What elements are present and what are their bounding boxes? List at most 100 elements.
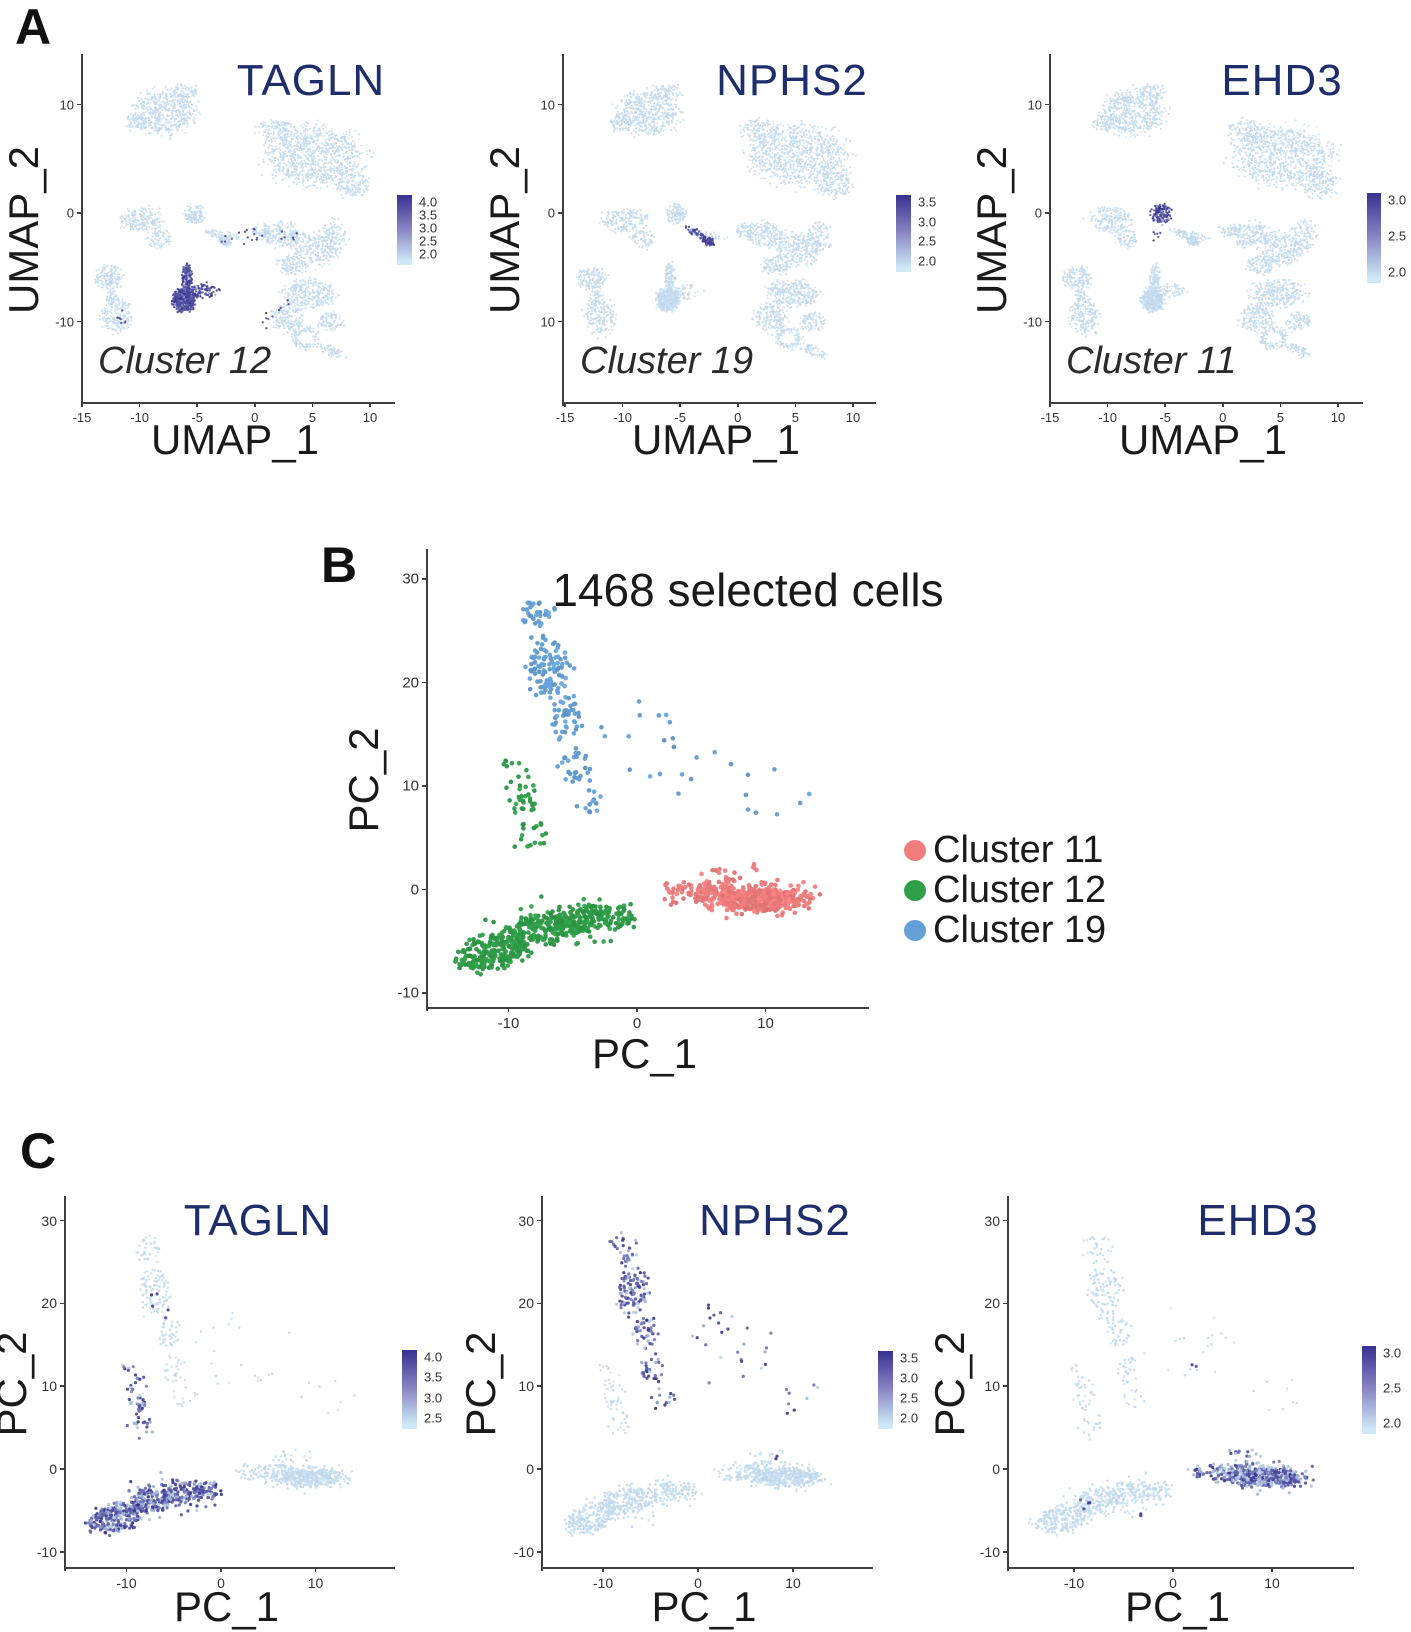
scatter-canvas (1050, 58, 1356, 402)
y-axis-label: PC_2 (926, 1330, 973, 1437)
pca-feature-plot-tagln: TAGLN PC_1 PC_2 -10 0 10 30 20 10 0 -10 4.0 3.5 3.… (0, 1196, 442, 1630)
x-tick-label: 0 (1169, 1575, 1177, 1591)
scatter-canvas (82, 58, 388, 402)
x-tick-mark (697, 1567, 699, 1572)
x-tick-mark (196, 402, 198, 407)
x-tick-mark (1049, 402, 1051, 407)
colorbar-tick-label: 4.0 (424, 1349, 443, 1365)
x-tick-label: 10 (1264, 1575, 1280, 1591)
y-axis-label: UMAP_2 (0, 145, 47, 315)
x-tick-label: -15 (72, 410, 92, 425)
x-tick-mark (1271, 1567, 1273, 1572)
y-tick-label: 10 (518, 1378, 534, 1395)
x-tick-label: 0 (251, 410, 259, 425)
x-tick-mark (1222, 402, 1224, 407)
y-tick-label: 30 (518, 1212, 534, 1229)
x-tick-mark (564, 402, 566, 407)
y-tick-label: 10 (41, 1378, 57, 1395)
colorbar-tick-label: 3.5 (918, 194, 937, 210)
y-axis-label: UMAP_2 (968, 145, 1015, 315)
colorbar-gradient (1367, 193, 1381, 283)
y-tick-label: 30 (984, 1212, 1000, 1229)
y-axis-spine (1007, 1196, 1009, 1571)
y-tick-mark (558, 212, 563, 214)
y-axis-spine (562, 54, 564, 406)
y-tick-mark (537, 1468, 542, 1470)
y-tick-label: 0 (992, 1461, 1000, 1477)
x-axis-label: PC_1 (591, 1030, 698, 1077)
colorbar-gradient (402, 1350, 417, 1429)
x-tick-mark (1337, 402, 1339, 407)
x-axis-label: PC_1 (173, 1583, 280, 1630)
y-axis-spine (1049, 54, 1051, 406)
legend-item-cluster-19: Cluster 19 (904, 909, 1106, 951)
x-tick-mark (794, 402, 797, 407)
x-tick-label: 5 (308, 410, 317, 425)
colorbar-tick-label: 2.0 (1388, 264, 1407, 280)
y-tick-label: 10 (1027, 97, 1042, 112)
colorbar-gradient (1362, 1346, 1376, 1434)
y-axis-spine (426, 549, 428, 1011)
x-tick-mark (764, 1007, 767, 1012)
x-tick-label: -10 (613, 410, 632, 425)
legend-label: Cluster 11 (933, 828, 1104, 871)
x-tick-label: 10 (1330, 410, 1346, 425)
x-axis-label: PC_1 (1124, 1583, 1231, 1630)
x-tick-label: 0 (217, 1575, 225, 1591)
x-tick-mark (1164, 402, 1166, 407)
y-tick-label: 20 (41, 1295, 57, 1312)
y-tick-mark (537, 1302, 542, 1305)
expression-colorbar: 4.0 3.5 3.0 2.5 2.0 (397, 195, 437, 265)
colorbar-gradient (896, 195, 911, 272)
y-tick-label: 10 (402, 777, 419, 795)
y-tick-mark (1045, 103, 1050, 106)
scatter-canvas (65, 1200, 388, 1567)
x-tick-mark (1172, 1567, 1174, 1572)
gene-title: EHD3 (1221, 56, 1343, 105)
x-tick-label: -10 (497, 1015, 520, 1032)
colorbar-tick-label: 4.0 (419, 194, 438, 210)
x-tick-mark (81, 402, 83, 407)
y-axis-label: UMAP_2 (481, 145, 528, 315)
panel-letter-a: A (15, 0, 52, 55)
x-tick-mark (311, 402, 314, 407)
colorbar-tick-label: 2.0 (419, 246, 438, 262)
colorbar-tick-label: 2.0 (1383, 1415, 1402, 1431)
y-axis-spine (64, 1196, 66, 1571)
y-tick-mark (1003, 1219, 1008, 1222)
cluster-legend: Cluster 11 Cluster 12 Cluster 19 (904, 828, 1106, 951)
x-tick-mark (507, 1007, 510, 1012)
y-tick-label: 20 (402, 674, 419, 691)
x-axis-spine (541, 1567, 873, 1569)
y-tick-label: 20 (984, 1295, 1000, 1312)
x-tick-label: 5 (791, 410, 800, 425)
gene-title: NPHS2 (699, 1196, 851, 1245)
expression-colorbar: 3.5 3.0 2.5 2.0 (896, 195, 936, 272)
x-tick-mark (792, 1567, 794, 1572)
x-tick-label: 10 (362, 410, 378, 425)
scatter-canvas (563, 58, 869, 402)
gene-title: TAGLN (236, 56, 386, 105)
y-tick-mark (60, 1302, 65, 1305)
y-axis-spine (81, 54, 83, 406)
y-tick-label: 0 (49, 1461, 57, 1477)
y-tick-label: -10 (55, 314, 74, 329)
colorbar-tick-label: 3.5 (424, 1369, 443, 1385)
y-tick-label: -10 (397, 984, 419, 1002)
x-tick-mark (314, 1567, 317, 1572)
x-axis-spine (1049, 402, 1363, 404)
y-tick-label: 20 (518, 1295, 534, 1312)
y-tick-mark (60, 1385, 65, 1387)
y-tick-mark (1003, 1385, 1008, 1387)
x-tick-label: -5 (674, 410, 686, 425)
x-tick-mark (636, 1007, 638, 1012)
x-tick-mark (1279, 402, 1282, 407)
scatter-canvas (542, 1200, 866, 1567)
colorbar-tick-label: 2.5 (1388, 228, 1407, 244)
x-tick-label: 0 (694, 1575, 702, 1591)
umap-feature-plot-nphs2: NPHS2 Cluster 19 UMAP_1 UMAP_2 -15 -10 -5 0… (481, 54, 936, 463)
x-tick-mark (138, 402, 141, 407)
x-tick-label: -5 (191, 410, 203, 425)
expression-colorbar: 3.5 3.0 2.5 2.0 (878, 1351, 918, 1429)
expression-colorbar: 3.0 2.5 2.0 (1362, 1346, 1401, 1434)
